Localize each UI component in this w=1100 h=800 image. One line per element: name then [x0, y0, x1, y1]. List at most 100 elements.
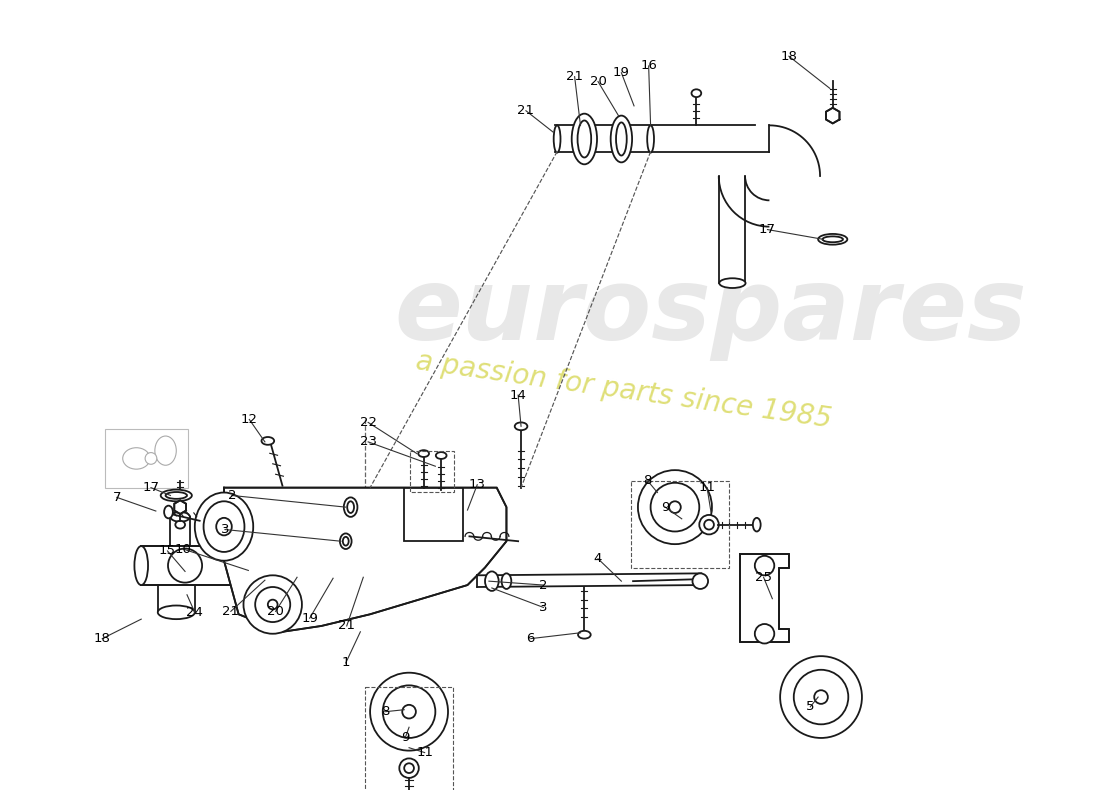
Circle shape — [267, 600, 277, 610]
Circle shape — [693, 574, 708, 589]
Text: 24: 24 — [186, 606, 204, 619]
Circle shape — [650, 482, 700, 531]
Text: 1: 1 — [341, 657, 350, 670]
Polygon shape — [826, 108, 839, 123]
Ellipse shape — [418, 450, 429, 457]
Circle shape — [399, 758, 419, 778]
Text: 12: 12 — [241, 413, 257, 426]
Text: 7: 7 — [112, 491, 121, 504]
Ellipse shape — [818, 234, 847, 245]
Ellipse shape — [553, 126, 561, 153]
Text: 17: 17 — [143, 481, 160, 494]
Ellipse shape — [330, 548, 342, 583]
Ellipse shape — [161, 490, 191, 502]
Ellipse shape — [175, 521, 185, 529]
Circle shape — [700, 515, 718, 534]
Text: 3: 3 — [539, 601, 548, 614]
Ellipse shape — [267, 545, 274, 586]
Circle shape — [383, 686, 436, 738]
Ellipse shape — [502, 574, 512, 589]
Ellipse shape — [217, 518, 232, 535]
Text: 8: 8 — [382, 705, 389, 718]
Text: 16: 16 — [640, 59, 657, 73]
Ellipse shape — [166, 492, 187, 499]
Ellipse shape — [344, 498, 358, 517]
Ellipse shape — [578, 631, 591, 638]
Ellipse shape — [293, 547, 308, 584]
Ellipse shape — [286, 540, 313, 591]
Bar — [410, 450, 454, 491]
Ellipse shape — [752, 518, 760, 531]
Text: 17: 17 — [759, 223, 775, 236]
Ellipse shape — [145, 453, 157, 464]
Text: 20: 20 — [590, 75, 606, 88]
Text: 25: 25 — [755, 570, 772, 584]
Circle shape — [755, 556, 774, 575]
Ellipse shape — [343, 537, 349, 546]
Text: 8: 8 — [644, 474, 652, 487]
Polygon shape — [224, 488, 506, 632]
Text: 2: 2 — [228, 489, 236, 502]
Circle shape — [704, 520, 714, 530]
Ellipse shape — [485, 571, 498, 591]
Circle shape — [814, 690, 828, 704]
Text: 19: 19 — [301, 612, 318, 625]
Text: 19: 19 — [613, 66, 630, 79]
Polygon shape — [174, 500, 186, 514]
Text: 20: 20 — [267, 605, 284, 618]
Text: 9: 9 — [402, 731, 409, 745]
Ellipse shape — [123, 448, 150, 469]
Text: eurospares: eurospares — [395, 264, 1027, 361]
Ellipse shape — [515, 422, 527, 430]
Ellipse shape — [134, 546, 148, 585]
Ellipse shape — [170, 512, 190, 522]
Text: 11: 11 — [698, 481, 716, 494]
Text: 11: 11 — [416, 746, 433, 759]
Circle shape — [794, 670, 848, 724]
Ellipse shape — [168, 549, 202, 582]
Text: 10: 10 — [175, 542, 191, 555]
Circle shape — [255, 587, 290, 622]
Ellipse shape — [436, 452, 447, 459]
Polygon shape — [141, 546, 249, 585]
Ellipse shape — [195, 493, 253, 561]
Text: 18: 18 — [94, 632, 111, 645]
Ellipse shape — [155, 436, 176, 466]
Circle shape — [669, 502, 681, 513]
FancyBboxPatch shape — [106, 430, 188, 488]
Text: 3: 3 — [221, 523, 229, 536]
Ellipse shape — [823, 236, 843, 242]
Circle shape — [243, 575, 301, 634]
Polygon shape — [740, 554, 789, 642]
Text: 21: 21 — [566, 70, 583, 83]
Circle shape — [370, 673, 448, 750]
Ellipse shape — [362, 544, 369, 587]
Ellipse shape — [164, 506, 173, 518]
Ellipse shape — [616, 122, 627, 155]
Text: 22: 22 — [360, 416, 376, 429]
Text: 2: 2 — [539, 578, 548, 591]
Text: 14: 14 — [509, 389, 527, 402]
Bar — [631, 481, 728, 569]
Ellipse shape — [204, 502, 244, 552]
Ellipse shape — [262, 437, 274, 445]
Text: 5: 5 — [806, 700, 815, 714]
Ellipse shape — [348, 502, 354, 513]
Text: 21: 21 — [338, 619, 355, 633]
Text: 9: 9 — [661, 501, 670, 514]
Text: 21: 21 — [222, 605, 240, 618]
Ellipse shape — [692, 90, 701, 97]
Circle shape — [404, 763, 414, 773]
Ellipse shape — [403, 798, 416, 800]
Ellipse shape — [578, 121, 591, 158]
Ellipse shape — [340, 534, 352, 549]
Circle shape — [780, 656, 862, 738]
Bar — [365, 687, 453, 794]
Ellipse shape — [610, 116, 632, 162]
Text: 15: 15 — [160, 545, 176, 558]
Ellipse shape — [647, 126, 654, 153]
Text: 21: 21 — [517, 104, 535, 118]
Text: 18: 18 — [781, 50, 798, 62]
Bar — [404, 488, 463, 542]
Text: a passion for parts since 1985: a passion for parts since 1985 — [414, 347, 833, 434]
